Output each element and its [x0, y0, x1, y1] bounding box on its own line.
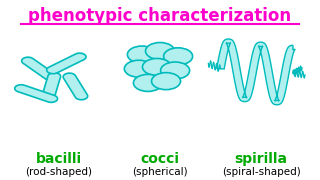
Polygon shape [217, 39, 295, 105]
Polygon shape [42, 73, 60, 100]
Text: (spherical): (spherical) [132, 166, 188, 177]
Text: phenotypic characterization: phenotypic characterization [28, 7, 292, 25]
Circle shape [161, 62, 190, 79]
Text: (spiral-shaped): (spiral-shaped) [222, 166, 300, 177]
Circle shape [152, 73, 180, 90]
Polygon shape [15, 85, 58, 102]
Circle shape [164, 48, 193, 65]
Text: (rod-shaped): (rod-shaped) [25, 166, 92, 177]
Circle shape [142, 58, 172, 75]
Circle shape [133, 74, 163, 91]
Circle shape [124, 60, 153, 77]
Polygon shape [22, 57, 57, 80]
Circle shape [127, 46, 156, 63]
Polygon shape [63, 73, 88, 100]
Polygon shape [47, 53, 86, 74]
Circle shape [146, 42, 174, 60]
Text: bacilli: bacilli [36, 152, 82, 166]
Text: spirilla: spirilla [235, 152, 288, 166]
Text: cocci: cocci [140, 152, 180, 166]
